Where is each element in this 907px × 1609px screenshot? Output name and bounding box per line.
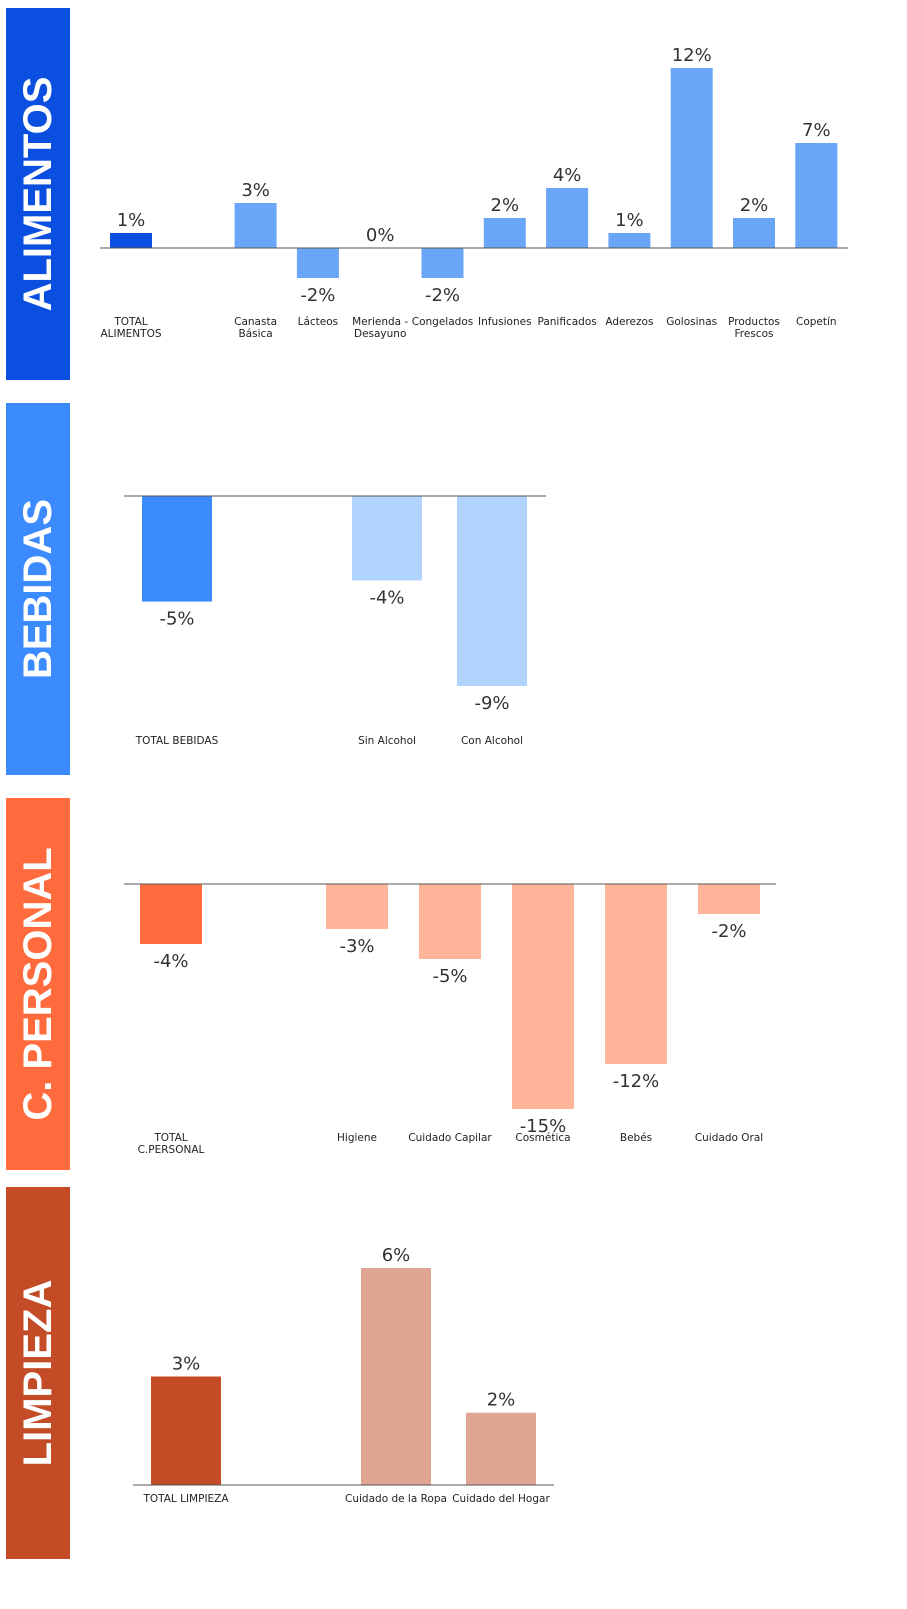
bar [605,884,667,1064]
bar [151,1376,221,1485]
category-label: Golosinas [666,316,718,328]
category-label: Congelados [411,316,474,328]
category-label: Merienda - Desayuno [352,316,409,340]
value-label: 12% [672,45,712,66]
bar [234,203,277,248]
bar [140,884,202,944]
category-label: Cosmética [515,1132,571,1144]
category-label: TOTAL BEBIDAS [135,735,219,747]
bar [512,884,574,1109]
value-label: -2% [711,921,746,942]
category-label: Cuidado Capilar [408,1132,492,1144]
side-panel [6,798,70,1170]
value-label: 4% [553,165,582,186]
bar [421,248,464,278]
side-title: BEBIDAS [16,499,60,679]
bar [457,496,527,686]
bar [326,884,388,929]
category-label: TOTAL ALIMENTOS [100,316,162,340]
value-label: 2% [740,195,769,216]
category-label: Canasta Básica [234,316,278,340]
bar [608,233,651,248]
bar [733,218,775,248]
value-label: -12% [613,1071,660,1092]
value-label: 3% [241,180,270,201]
bar [110,233,152,248]
bar [795,143,838,248]
bar [546,188,589,248]
bar [466,1412,536,1485]
value-label: 1% [615,210,644,231]
value-label: -2% [300,285,335,306]
value-label: -2% [425,285,460,306]
side-panel [6,1187,70,1559]
value-label: 3% [172,1354,201,1375]
category-label: Productos Frescos [728,316,780,340]
value-label: -5% [159,609,194,630]
bar [670,68,713,248]
category-label: Panificados [537,316,597,328]
value-label: -15% [520,1116,567,1137]
category-label: Con Alcohol [460,735,524,747]
category-label: Infusiones [478,316,532,328]
bar [142,496,212,602]
bar [296,248,339,278]
category-label: Cuidado Oral [694,1132,764,1144]
value-label: -9% [474,693,509,714]
category-label: Sin Alcohol [358,735,416,747]
value-label: 1% [117,210,146,231]
category-label: Copetín [796,316,837,328]
value-label: 2% [491,195,520,216]
value-label: -3% [339,936,374,957]
bar [483,218,526,248]
value-label: -4% [369,587,404,608]
side-panel [6,8,70,380]
category-label: Lácteos [297,316,339,328]
value-label: 7% [802,120,831,141]
value-label: -4% [153,951,188,972]
category-label: TOTAL LIMPIEZA [143,1493,229,1505]
side-title: ALIMENTOS [16,77,60,312]
value-label: 6% [382,1245,411,1266]
category-label: Aderezos [605,316,654,328]
bar [419,884,481,959]
category-label: Cuidado del Hogar [452,1493,550,1505]
bar [698,884,760,914]
side-title: C. PERSONAL [16,847,60,1120]
category-label: Bebés [619,1132,653,1144]
category-label: TOTAL C.PERSONAL [137,1132,205,1156]
value-label: -5% [432,966,467,987]
bar [361,1268,431,1485]
value-label: 2% [487,1390,516,1411]
category-label: Cuidado de la Ropa [345,1493,447,1505]
side-title: LIMPIEZA [16,1280,60,1467]
side-panel [6,403,70,775]
bar [352,496,422,581]
value-label: 0% [366,225,395,246]
category-label: Higiene [337,1132,377,1144]
